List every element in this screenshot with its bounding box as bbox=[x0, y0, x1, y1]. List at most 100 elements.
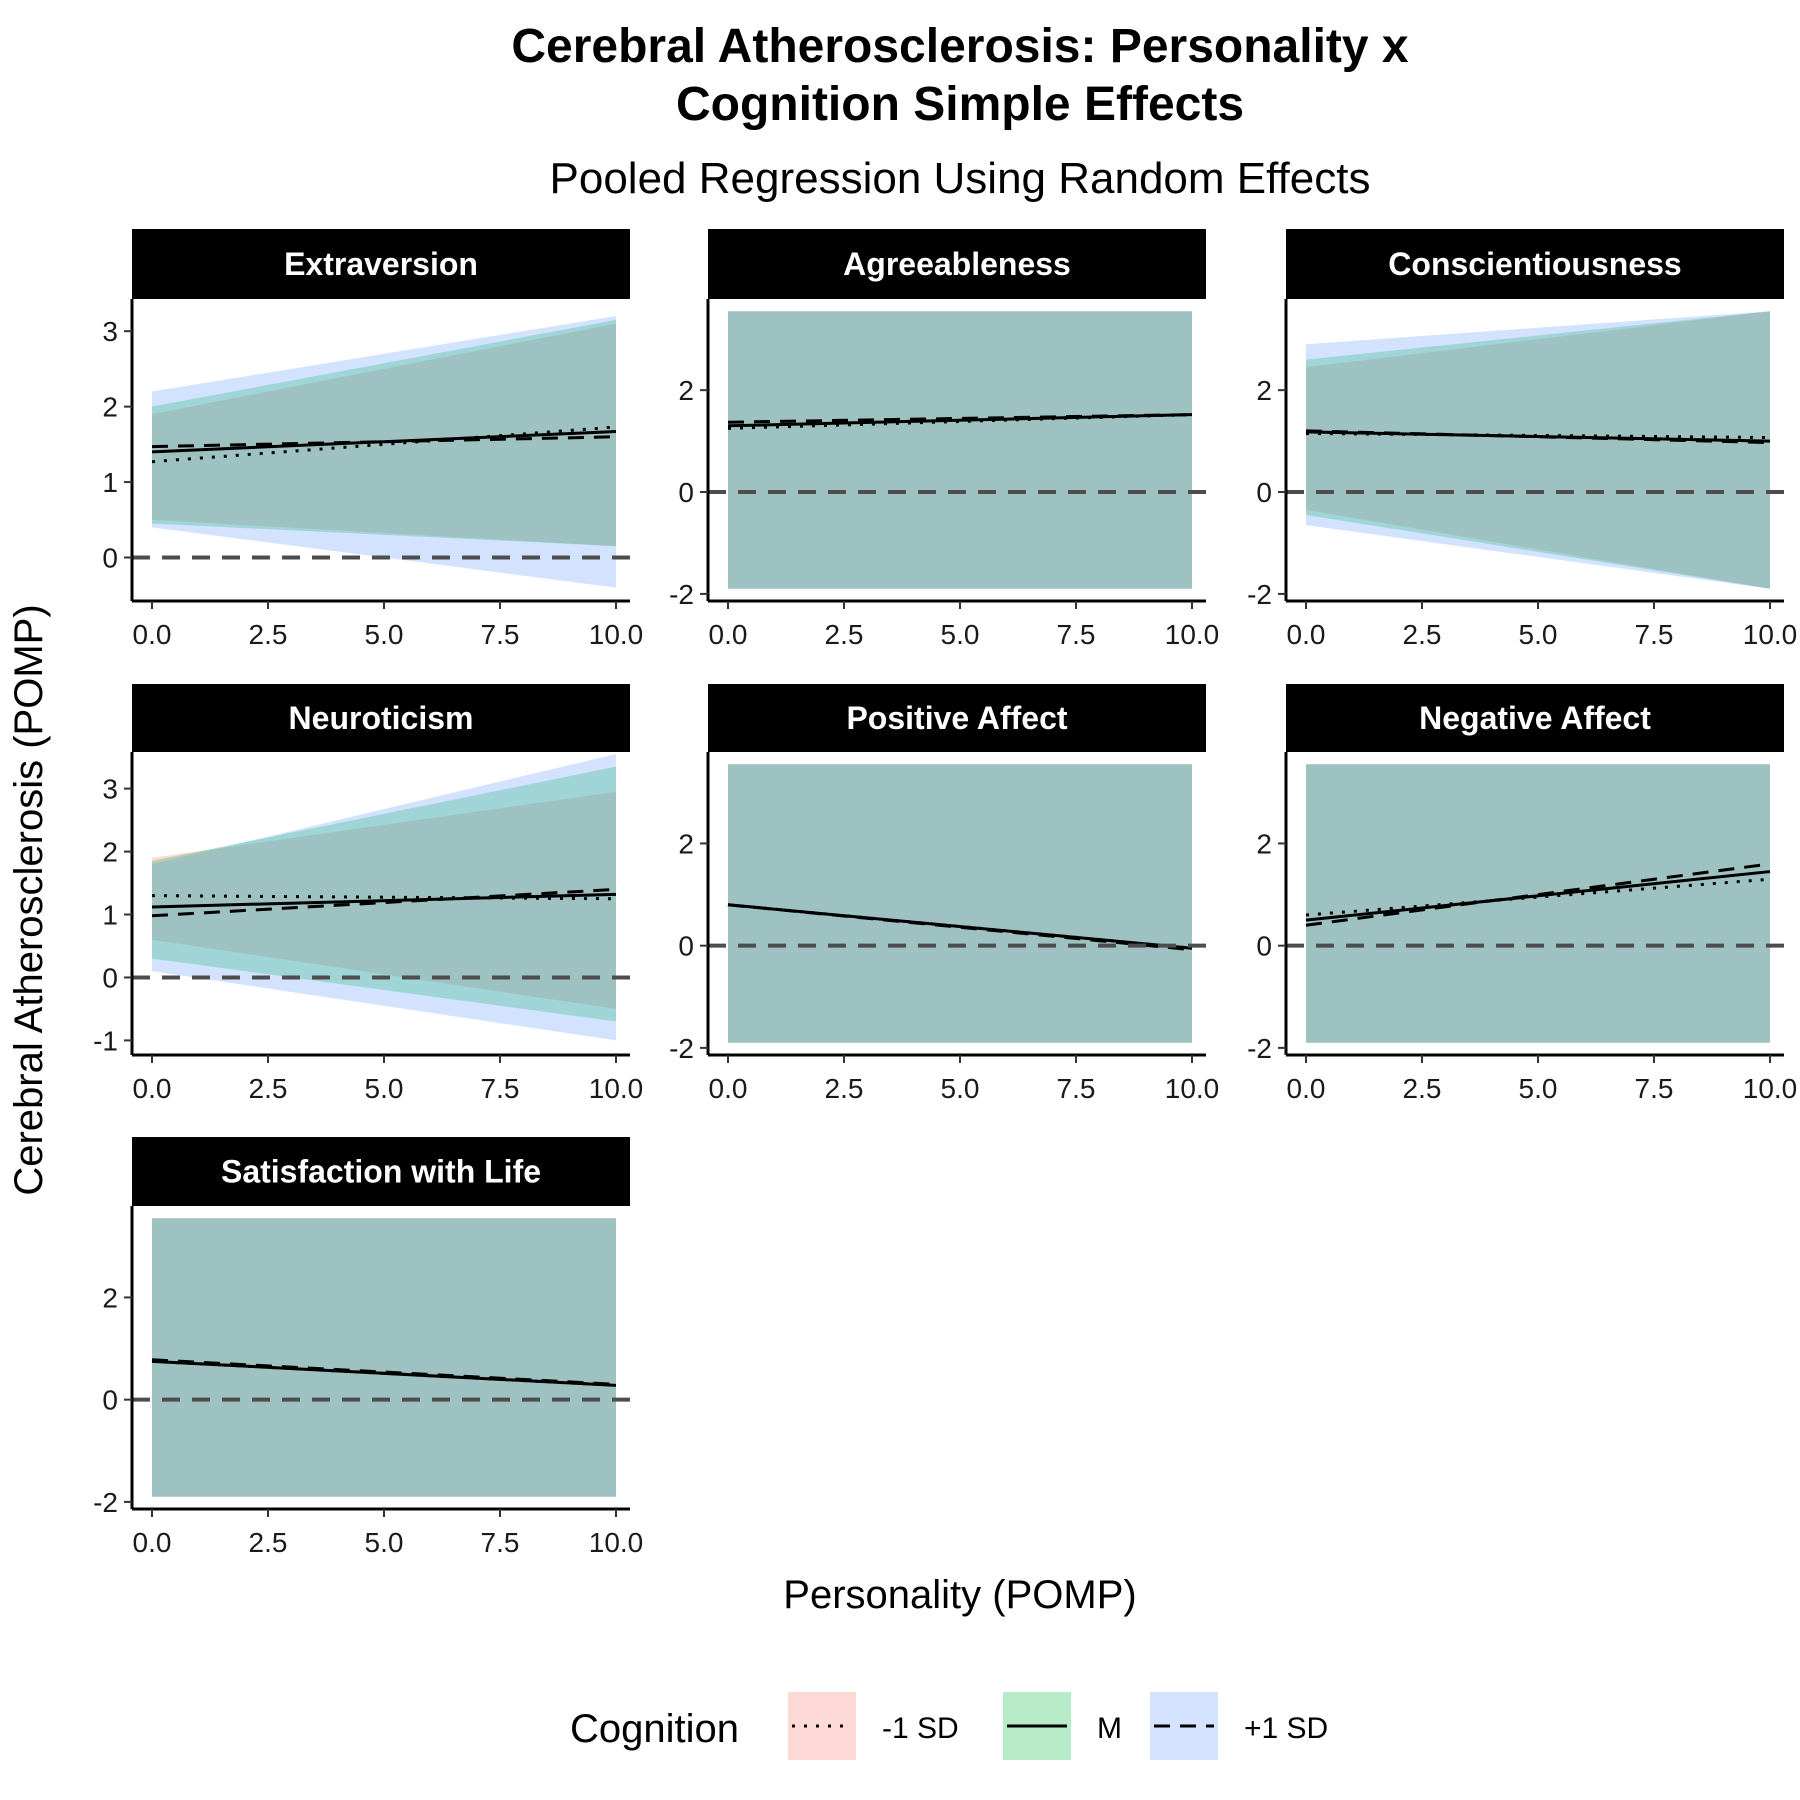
legend-key-swatch bbox=[788, 1692, 856, 1760]
series-line-m bbox=[727, 903, 1193, 950]
panel-strip-label: Negative Affect bbox=[1419, 700, 1651, 736]
panel-conscientiousness: Conscientiousness -2 0 2 0.0 2.5 5.0 7.5 10.0 bbox=[1247, 229, 1797, 650]
y-tick-label: -2 bbox=[669, 579, 694, 610]
panel-strip bbox=[132, 229, 630, 299]
x-tick-label: 5.0 bbox=[365, 619, 404, 650]
panel-strip-label: Agreeableness bbox=[843, 246, 1071, 282]
series-line-m bbox=[151, 892, 617, 909]
series-line-m bbox=[151, 430, 617, 454]
ci-ribbon--1-sd bbox=[1306, 764, 1770, 1043]
y-tick-label: -2 bbox=[1247, 579, 1272, 610]
x-tick-label: 5.0 bbox=[365, 1073, 404, 1104]
chart-title-line-1: Cerebral Atherosclerosis: Personality x bbox=[511, 20, 1409, 73]
x-tick-label: 2.5 bbox=[825, 619, 864, 650]
y-tick-label: 0 bbox=[102, 543, 118, 574]
series-line--1-sd bbox=[1305, 431, 1771, 440]
ci-ribbon-m bbox=[152, 1218, 616, 1497]
legend-item-m: M bbox=[1003, 1692, 1122, 1760]
legend: Cognition -1 SD M +1 SD bbox=[570, 1692, 1328, 1760]
legend-label: +1 SD bbox=[1244, 1712, 1328, 1745]
y-tick-label: 2 bbox=[678, 375, 694, 406]
panel-plot-area bbox=[727, 764, 1193, 1043]
series-line--1-sd bbox=[1305, 862, 1771, 927]
panel-strip-label: Extraversion bbox=[284, 246, 478, 282]
ci-ribbon--1-sd bbox=[1306, 311, 1770, 589]
x-tick-label: 7.5 bbox=[481, 1073, 520, 1104]
panel-positive-affect: Positive Affect -2 0 2 0.0 2.5 5.0 7.5 10.0 bbox=[669, 684, 1219, 1104]
panel-strip bbox=[708, 684, 1206, 752]
series-line-m bbox=[1305, 870, 1771, 922]
y-tick-label: 2 bbox=[102, 1282, 118, 1313]
x-tick-label: 7.5 bbox=[1057, 1073, 1096, 1104]
y-tick-label: 0 bbox=[1256, 931, 1272, 962]
ci-ribbon--1-sd bbox=[152, 323, 616, 547]
panel-plot-area bbox=[151, 754, 617, 1041]
x-tick-label: 7.5 bbox=[1635, 1073, 1674, 1104]
y-tick-label: 2 bbox=[1256, 375, 1272, 406]
x-tick-label: 10.0 bbox=[1165, 619, 1220, 650]
x-tick-label: 2.5 bbox=[1403, 1073, 1442, 1104]
x-tick-label: 7.5 bbox=[481, 1527, 520, 1558]
y-tick-label: 3 bbox=[102, 316, 118, 347]
y-tick-label: 3 bbox=[102, 774, 118, 805]
panel-strip-label: Positive Affect bbox=[846, 700, 1067, 736]
series-line-m bbox=[151, 1359, 617, 1387]
x-tick-label: 10.0 bbox=[589, 1527, 644, 1558]
x-tick-label: 0.0 bbox=[133, 619, 172, 650]
panel-strip bbox=[132, 1137, 630, 1206]
series-line--1-sd bbox=[151, 894, 617, 901]
x-tick-label: 10.0 bbox=[1743, 619, 1798, 650]
y-tick-label: 1 bbox=[102, 900, 118, 931]
panel-strip bbox=[1286, 684, 1784, 752]
y-tick-label: -2 bbox=[93, 1487, 118, 1518]
x-tick-label: 5.0 bbox=[365, 1527, 404, 1558]
x-tick-label: 10.0 bbox=[1165, 1073, 1220, 1104]
y-tick-label: 0 bbox=[1256, 477, 1272, 508]
x-tick-label: 2.5 bbox=[825, 1073, 864, 1104]
panel-plot-area bbox=[727, 311, 1193, 589]
ci-ribbon--1-sd bbox=[152, 316, 616, 588]
x-tick-label: 7.5 bbox=[1057, 619, 1096, 650]
x-axis-title: Personality (POMP) bbox=[783, 1573, 1136, 1617]
ci-ribbon--1-sd bbox=[728, 764, 1192, 1043]
panel-strip bbox=[132, 684, 630, 752]
x-tick-label: 10.0 bbox=[1743, 1073, 1798, 1104]
panel-strip-label: Satisfaction with Life bbox=[221, 1154, 541, 1190]
y-tick-label: 0 bbox=[102, 1385, 118, 1416]
ci-ribbon--1-sd bbox=[728, 311, 1192, 589]
x-tick-label: 2.5 bbox=[249, 1073, 288, 1104]
x-tick-label: 0.0 bbox=[133, 1527, 172, 1558]
legend-item--1-sd: -1 SD bbox=[788, 1692, 959, 1760]
panel-strip bbox=[708, 229, 1206, 299]
ci-ribbon-m bbox=[1306, 764, 1770, 1043]
ci-ribbon--1-sd bbox=[152, 1218, 616, 1497]
x-tick-label: 5.0 bbox=[1519, 619, 1558, 650]
legend-label: M bbox=[1097, 1712, 1122, 1745]
x-tick-label: 5.0 bbox=[1519, 1073, 1558, 1104]
panel-satisfaction-with-life: Satisfaction with Life -2 0 2 0.0 2.5 5.0 7.5 10… bbox=[93, 1137, 643, 1558]
panel-plot-area bbox=[1305, 764, 1771, 1043]
ci-ribbon--1-sd bbox=[152, 1218, 616, 1497]
y-tick-label: -2 bbox=[669, 1033, 694, 1064]
legend-item--1-sd: +1 SD bbox=[1150, 1692, 1328, 1760]
chart-subtitle: Pooled Regression Using Random Effects bbox=[550, 154, 1371, 203]
x-tick-label: 5.0 bbox=[941, 619, 980, 650]
x-tick-label: 0.0 bbox=[709, 619, 748, 650]
x-tick-label: 2.5 bbox=[1403, 619, 1442, 650]
ci-ribbon--1-sd bbox=[1306, 764, 1770, 1043]
chart-title-line-2: Cognition Simple Effects bbox=[676, 78, 1244, 131]
ci-ribbon-m bbox=[152, 766, 616, 1022]
ci-ribbon-m bbox=[728, 311, 1192, 589]
x-tick-label: 7.5 bbox=[1635, 619, 1674, 650]
panel-plot-area bbox=[151, 1218, 617, 1497]
y-tick-label: 2 bbox=[102, 392, 118, 423]
panel-plot-area bbox=[1305, 311, 1771, 589]
y-axis-title: Cerebral Atherosclerosis (POMP) bbox=[7, 604, 51, 1195]
x-tick-label: 5.0 bbox=[941, 1073, 980, 1104]
ci-ribbon-m bbox=[1306, 311, 1770, 589]
y-tick-label: 2 bbox=[1256, 828, 1272, 859]
y-tick-label: 2 bbox=[678, 828, 694, 859]
x-tick-label: 0.0 bbox=[709, 1073, 748, 1104]
